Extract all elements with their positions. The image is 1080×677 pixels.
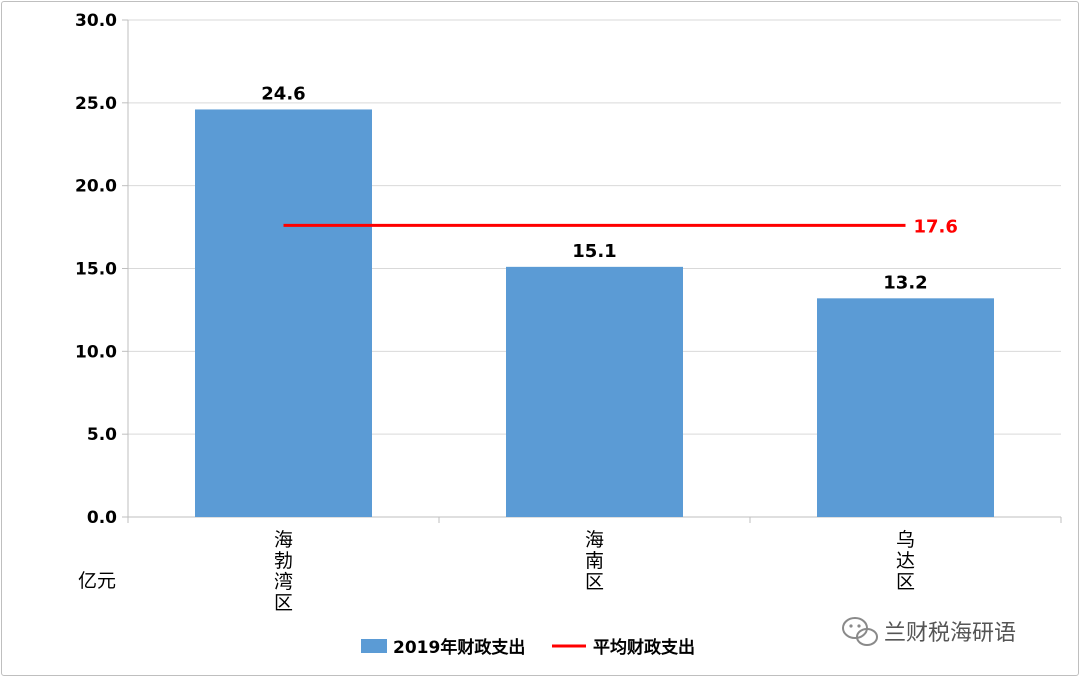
labels: 24.6 海勃湾区 15.1 海南区 13.2 乌达区	[261, 83, 927, 614]
y-tick-label: 10.0	[75, 342, 117, 362]
legend: 2019年财政支出 平均财政支出	[361, 637, 695, 658]
bars	[195, 109, 994, 518]
wechat-icon	[842, 617, 878, 646]
legend-line-label: 平均财政支出	[593, 637, 695, 658]
category-label: 乌达区	[896, 529, 915, 593]
y-tick-label: 5.0	[87, 425, 117, 445]
y-axis-unit: 亿元	[78, 570, 116, 592]
legend-bar-swatch	[361, 639, 387, 653]
bar	[195, 109, 372, 518]
bar-data-label: 13.2	[883, 272, 927, 293]
category-label: 海勃湾区	[274, 529, 293, 614]
bar	[506, 266, 683, 517]
y-tick-label: 20.0	[75, 177, 117, 197]
y-tick-label: 0.0	[87, 508, 117, 528]
watermark-text: 兰财税海研语	[884, 621, 1016, 646]
bar-data-label: 24.6	[261, 83, 305, 104]
legend-bar-label: 2019年财政支出	[393, 637, 525, 658]
y-tick-label: 30.0	[75, 11, 117, 31]
bar-data-label: 15.1	[572, 241, 616, 262]
bar	[817, 298, 994, 517]
average-data-label: 17.6	[914, 216, 958, 237]
watermark: 兰财税海研语	[842, 617, 1016, 646]
y-tick-label: 15.0	[75, 260, 117, 280]
y-tick-label: 25.0	[75, 94, 117, 114]
category-label: 海南区	[585, 529, 604, 593]
average-line-group: 17.6	[283, 216, 958, 237]
